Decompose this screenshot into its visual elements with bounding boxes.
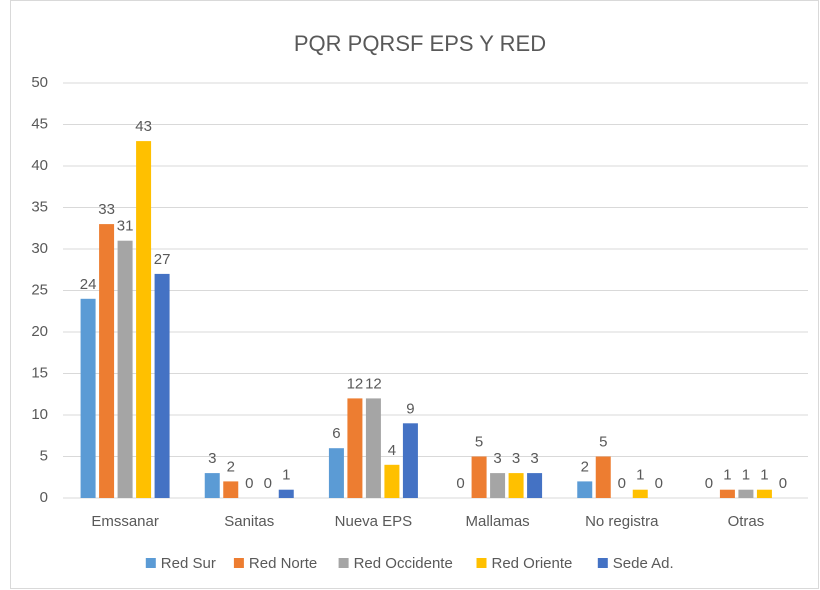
data-label: 33 — [98, 201, 115, 218]
bar — [80, 298, 96, 498]
bar — [490, 473, 506, 498]
data-label: 3 — [530, 450, 538, 467]
data-label: 3 — [493, 450, 501, 467]
data-label: 4 — [388, 442, 396, 459]
data-label: 2 — [227, 458, 235, 475]
legend-label: Red Sur — [161, 555, 216, 572]
x-tick-label: Mallamas — [465, 513, 529, 530]
bar — [527, 473, 543, 498]
legend-label: Red Norte — [249, 555, 317, 572]
y-tick-label: 15 — [31, 364, 48, 381]
data-label: 24 — [80, 276, 97, 293]
data-label: 43 — [135, 118, 152, 135]
bar — [136, 141, 152, 498]
data-label: 1 — [760, 467, 768, 484]
legend-swatch — [597, 558, 608, 568]
legend-swatch — [476, 558, 487, 568]
x-tick-label: Sanitas — [224, 513, 274, 530]
data-label: 1 — [636, 467, 644, 484]
bar — [719, 489, 735, 498]
bar — [347, 398, 363, 498]
x-tick-label: No registra — [585, 513, 659, 530]
bar — [384, 464, 400, 498]
bar — [154, 273, 170, 498]
bar — [99, 224, 115, 498]
y-tick-label: 20 — [31, 323, 48, 340]
data-label: 5 — [475, 433, 483, 450]
data-label: 6 — [332, 425, 340, 442]
bar — [204, 473, 220, 498]
data-label: 1 — [723, 467, 731, 484]
data-label: 0 — [245, 475, 253, 492]
y-tick-label: 40 — [31, 157, 48, 174]
bar — [402, 423, 418, 498]
data-label: 27 — [154, 251, 171, 268]
data-label: 0 — [618, 475, 626, 492]
bar — [117, 240, 133, 498]
x-tick-label: Otras — [728, 513, 765, 530]
y-tick-label: 5 — [40, 447, 48, 464]
legend-label: Sede Ad. — [613, 555, 674, 572]
x-tick-label: Emssanar — [91, 513, 159, 530]
bar — [595, 456, 611, 498]
legend-swatch — [233, 558, 244, 568]
data-label: 0 — [705, 475, 713, 492]
bar — [738, 489, 754, 498]
data-label: 3 — [512, 450, 520, 467]
chart-title: PQR PQRSF EPS Y RED — [294, 31, 546, 56]
data-label: 0 — [655, 475, 663, 492]
bar — [632, 489, 648, 498]
x-tick-label: Nueva EPS — [335, 513, 413, 530]
data-label: 9 — [406, 400, 414, 417]
data-label: 12 — [347, 375, 364, 392]
y-tick-label: 30 — [31, 240, 48, 257]
data-label: 12 — [365, 375, 382, 392]
bar — [577, 481, 593, 498]
data-label: 2 — [581, 458, 589, 475]
bar — [223, 481, 239, 498]
y-tick-label: 0 — [40, 489, 48, 506]
legend-swatch — [145, 558, 156, 568]
data-label: 1 — [742, 467, 750, 484]
data-label: 5 — [599, 433, 607, 450]
bar — [365, 398, 381, 498]
y-tick-label: 50 — [31, 74, 48, 91]
legend-label: Red Occidente — [354, 555, 453, 572]
legend-swatch — [338, 558, 349, 568]
data-label: 3 — [208, 450, 216, 467]
y-tick-label: 45 — [31, 115, 48, 132]
data-label: 31 — [117, 218, 134, 235]
y-tick-label: 10 — [31, 406, 48, 423]
bar — [278, 489, 294, 498]
legend-label: Red Oriente — [492, 555, 573, 572]
bar — [508, 473, 524, 498]
bar — [328, 448, 344, 498]
bar — [756, 489, 772, 498]
data-label: 1 — [282, 467, 290, 484]
y-tick-label: 25 — [31, 281, 48, 298]
data-label: 0 — [779, 475, 787, 492]
y-tick-label: 35 — [31, 198, 48, 215]
bar — [471, 456, 487, 498]
data-label: 0 — [456, 475, 464, 492]
data-label: 0 — [264, 475, 272, 492]
